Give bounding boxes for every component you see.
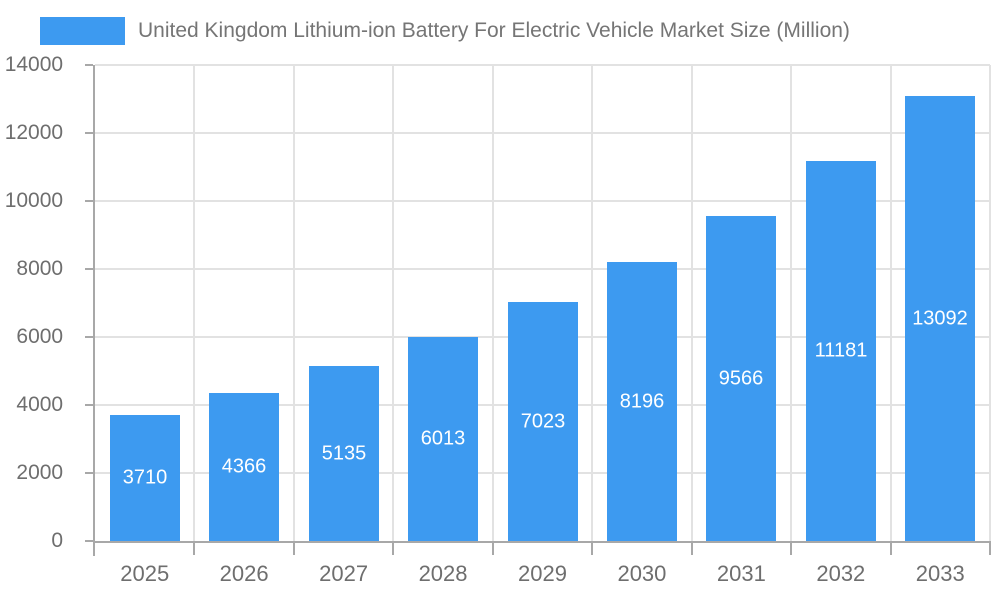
x-axis-line [93, 541, 990, 543]
y-axis-tick-label: 10000 [4, 189, 64, 212]
bar-value-label: 9566 [718, 367, 764, 389]
h-gridline [95, 200, 990, 202]
y-axis-tick [85, 540, 93, 542]
x-axis-tick-label: 2030 [617, 561, 667, 586]
x-axis-tick-label: 2027 [319, 561, 369, 586]
y-axis-tick [85, 472, 93, 474]
x-axis-tick-label: 2033 [915, 561, 965, 586]
bar-value-label: 5135 [321, 442, 367, 464]
chart-title: United Kingdom Lithium-ion Battery For E… [138, 19, 850, 42]
bar-2026[interactable]: 4366 [209, 393, 279, 541]
x-axis-tick-label: 2025 [120, 561, 170, 586]
y-axis-tick-label: 6000 [16, 325, 64, 348]
x-axis-tick [790, 541, 793, 555]
v-gridline [292, 65, 295, 541]
legend-swatch-icon [40, 17, 125, 45]
bar-value-label: 11181 [814, 339, 868, 362]
v-gridline [491, 65, 494, 541]
v-gridline [193, 65, 196, 541]
y-axis-tick [85, 336, 93, 338]
x-axis-tick [591, 541, 594, 555]
y-axis-tick-label: 12000 [4, 121, 64, 144]
x-axis-tick [193, 541, 196, 555]
legend-item[interactable]: United Kingdom Lithium-ion Battery For E… [40, 16, 850, 46]
y-axis-tick [85, 64, 93, 66]
h-gridline [95, 64, 990, 66]
x-axis-tick [690, 541, 693, 555]
bar-value-label: 13092 [912, 307, 968, 329]
v-gridline [392, 65, 395, 541]
bar-2033[interactable]: 13092 [905, 96, 975, 541]
x-axis-tick [989, 541, 991, 555]
bar-value-label: 3710 [122, 466, 168, 489]
y-axis-tick-label: 14000 [4, 53, 64, 76]
v-gridline [889, 65, 892, 541]
y-axis-tick [85, 132, 93, 134]
bar-value-label: 7023 [520, 410, 566, 432]
x-axis-tick-label: 2026 [219, 561, 269, 586]
v-gridline [790, 65, 793, 541]
bar-2028[interactable]: 6013 [408, 337, 478, 541]
x-axis-tick [889, 541, 892, 555]
y-axis-tick-label: 8000 [16, 257, 64, 280]
plot-area: 0 2000 4000 6000 8000 10000 12000 14000 3710 2025… [5, 53, 991, 586]
x-axis-tick [392, 541, 395, 555]
y-axis-tick-label: 2000 [16, 461, 64, 484]
y-axis-tick-label: 4000 [16, 393, 64, 416]
x-axis-tick-label: 2032 [816, 561, 866, 586]
bar-2031[interactable]: 9566 [706, 216, 776, 541]
h-gridline [95, 132, 990, 134]
bar-2032[interactable]: 11181 [806, 161, 876, 541]
bar-value-label: 4366 [221, 455, 267, 478]
y-axis-tick-label: 0 [51, 529, 64, 552]
bar-2025[interactable]: 3710 [110, 415, 180, 541]
bar-2030[interactable]: 8196 [607, 262, 677, 541]
v-gridline [591, 65, 594, 541]
y-axis-tick [85, 268, 93, 270]
y-axis-tick [85, 200, 93, 202]
bar-2027[interactable]: 5135 [309, 366, 379, 541]
bar-value-label: 8196 [619, 390, 665, 412]
y-axis-tick [85, 404, 93, 406]
v-gridline [690, 65, 693, 541]
bar-2029[interactable]: 7023 [508, 302, 578, 541]
bar-value-label: 6013 [420, 427, 466, 450]
x-axis-tick-label: 2031 [716, 561, 766, 586]
v-gridline [989, 65, 991, 541]
x-axis-tick-label: 2028 [418, 561, 468, 586]
h-gridline [95, 268, 990, 270]
x-axis-tick-label: 2029 [518, 561, 567, 586]
x-axis-tick [491, 541, 494, 555]
y-axis-line [93, 65, 95, 556]
x-axis-tick [292, 541, 295, 555]
